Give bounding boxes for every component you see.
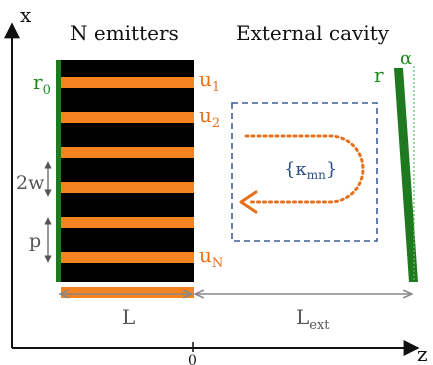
z-axis-label: z bbox=[417, 342, 428, 365]
x-axis-label: x bbox=[20, 3, 32, 27]
coupling-box bbox=[231, 102, 378, 242]
rear-mirror bbox=[56, 60, 61, 282]
emitter-stripe bbox=[61, 147, 194, 158]
u2-label: u2 bbox=[199, 103, 220, 131]
kappa-label: {κmn} bbox=[284, 159, 337, 182]
r0-label: r0 bbox=[33, 70, 51, 98]
uN-label: uN bbox=[199, 243, 223, 271]
emitter-stripe bbox=[61, 287, 194, 298]
p-label: p bbox=[29, 230, 41, 252]
feedback-arrowhead bbox=[239, 190, 258, 214]
output-mirror bbox=[394, 68, 418, 282]
emitter-stripe bbox=[61, 77, 194, 88]
origin-label: 0 bbox=[188, 353, 197, 365]
length-Lext-label: Lext bbox=[296, 305, 330, 333]
emitter-stripe bbox=[61, 182, 194, 193]
heading-external-cavity: External cavity bbox=[236, 21, 390, 45]
alpha-label: α bbox=[400, 48, 412, 69]
heading-emitters: N emitters bbox=[70, 21, 179, 45]
u1-label: u1 bbox=[199, 67, 220, 95]
feedback-arrow bbox=[244, 134, 365, 204]
emitter-stripe bbox=[61, 252, 194, 263]
emitter-stripe bbox=[61, 112, 194, 123]
emitter-block bbox=[61, 60, 194, 282]
emitter-stripe bbox=[61, 217, 194, 228]
r-output-label: r bbox=[374, 63, 384, 87]
length-L-label: L bbox=[122, 305, 135, 329]
two-w-label: 2w bbox=[16, 172, 45, 194]
